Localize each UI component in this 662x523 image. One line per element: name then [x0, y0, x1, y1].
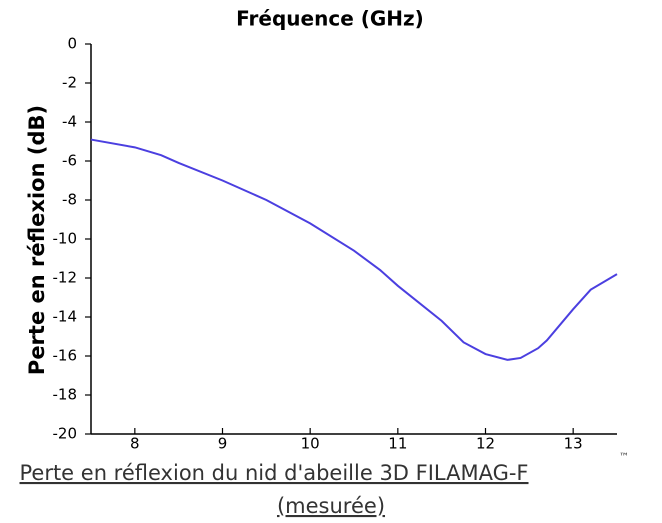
y-tick-label: -8 — [62, 191, 77, 209]
y-tick-label: -18 — [53, 386, 78, 404]
caption-line: Perte en réflexion du nid d'abeille 3D F… — [19, 461, 528, 485]
x-tick-label: 11 — [388, 435, 407, 453]
y-tick-label: -20 — [53, 425, 78, 443]
y-tick-label: -16 — [53, 347, 78, 365]
x-tick-label: 8 — [130, 435, 140, 453]
y-tick-label: -4 — [62, 113, 77, 131]
chart-title: Fréquence (GHz) — [236, 7, 424, 31]
x-tick-label: 13 — [564, 435, 583, 453]
y-tick-label: -12 — [53, 269, 78, 287]
x-tick-label: 9 — [218, 435, 228, 453]
y-tick-label: 0 — [67, 35, 77, 53]
y-tick-label: -2 — [62, 74, 77, 92]
x-tick-label: 12 — [476, 435, 495, 453]
trademark: ™ — [619, 452, 629, 463]
x-tick-label: 10 — [301, 435, 320, 453]
y-tick-label: -10 — [53, 230, 78, 248]
caption-line: (mesurée) — [277, 494, 385, 518]
data-line — [90, 138, 618, 361]
y-tick-label: -14 — [53, 308, 78, 326]
y-tick-label: -6 — [62, 152, 77, 170]
y-axis-label: Perte en réflexion (dB) — [25, 105, 49, 375]
